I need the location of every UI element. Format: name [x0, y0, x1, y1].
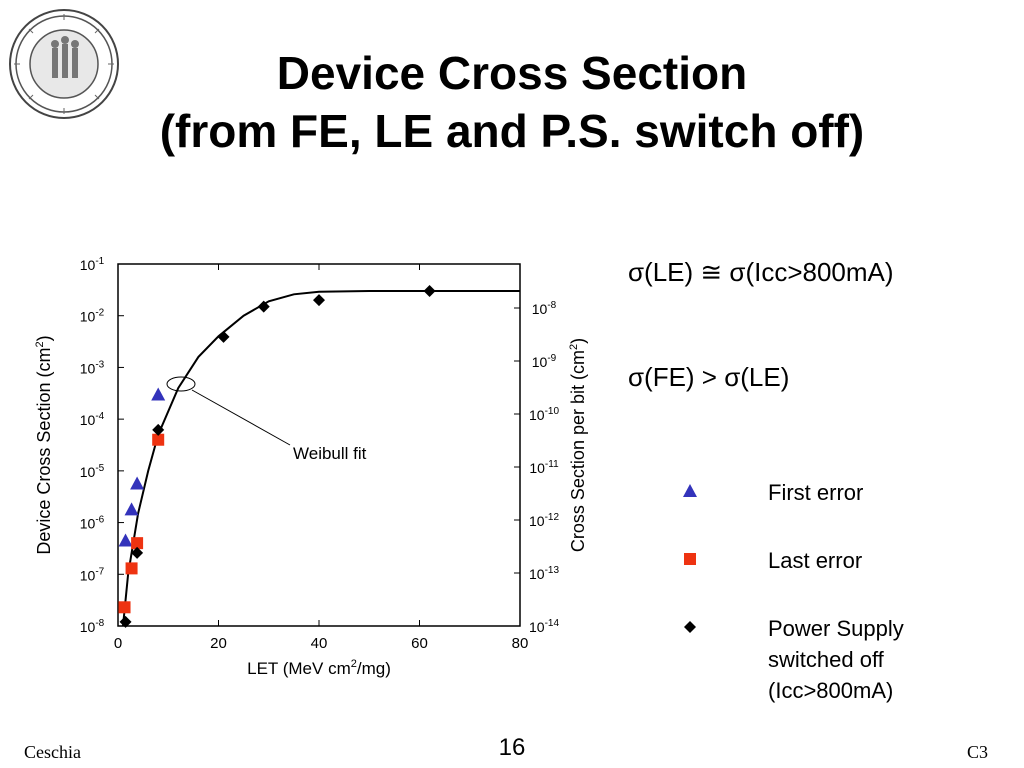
slide-title: Device Cross Section (from FE, LE and P.…	[0, 44, 1024, 160]
x-tick-label: 20	[210, 635, 227, 652]
power-supply-off-point	[131, 546, 144, 559]
fit-annotation-leader	[191, 389, 291, 446]
y-tick-label: 10-8	[80, 618, 105, 635]
y-axis-label-left: Device Cross Section (cm2)	[34, 335, 54, 554]
equation-le: σ(LE) ≅ σ(Icc>800mA)	[628, 257, 894, 287]
diamond-marker-icon	[684, 621, 696, 633]
last-error-point	[125, 562, 138, 575]
y-right-tick-label: 10-10	[529, 406, 559, 423]
triangle-marker-icon	[683, 484, 697, 497]
y-tick-label: 10-7	[80, 566, 105, 583]
fit-annotation-ellipse	[166, 376, 196, 392]
x-axis-label: LET (MeV cm2/mg)	[247, 658, 391, 678]
last-error-point	[131, 537, 144, 550]
footer-page-number: 16	[498, 734, 526, 761]
power-supply-off-point	[423, 285, 436, 298]
square-marker-icon	[684, 553, 696, 565]
y-tick-label: 10-3	[80, 359, 105, 376]
legend-label: Last error	[768, 548, 863, 573]
y-right-tick-label: 10-13	[529, 565, 559, 582]
first-error-point	[130, 476, 145, 490]
y-right-tick-label: 10-12	[529, 512, 559, 529]
weibull-fit-curve	[122, 290, 520, 627]
last-error-point	[118, 601, 131, 614]
y-right-tick-label: 10-8	[532, 300, 557, 317]
first-error-point	[118, 533, 133, 547]
y-right-tick-label: 10-11	[529, 459, 559, 476]
power-supply-off-point	[217, 330, 230, 343]
y-tick-label: 10-5	[80, 463, 105, 480]
first-error-point	[151, 387, 166, 401]
y-tick-label: 10-4	[80, 411, 105, 428]
x-tick-label: 0	[114, 635, 122, 652]
legend-label: First error	[768, 480, 864, 505]
university-seal-logo	[9, 9, 119, 119]
y-right-tick-label: 10-14	[529, 618, 559, 635]
last-error-point	[152, 433, 165, 446]
equation-fe: σ(FE) > σ(LE)	[628, 362, 790, 392]
power-supply-off-point	[313, 294, 325, 307]
x-tick-label: 80	[512, 635, 529, 652]
power-supply-off-point	[119, 615, 132, 628]
legend-label: Power Supply switched off (Icc>800mA)	[768, 616, 904, 703]
y-tick-label: 10-1	[80, 256, 105, 273]
x-tick-label: 60	[411, 635, 428, 652]
footer-author: Ceschia	[24, 742, 81, 762]
title-line-1: Device Cross Section	[276, 47, 748, 99]
first-error-point	[124, 502, 139, 516]
y-axis-label-right: Cross Section per bit (cm2)	[568, 338, 588, 552]
y-tick-label: 10-2	[80, 308, 105, 325]
cross-section-chart: 0 20 40 60 80 10-1 10-2 10-3 10-4 10-5 10-6 10-7 10-…	[34, 256, 588, 678]
x-tick-label: 40	[311, 635, 328, 652]
footer-section-code: C3	[966, 742, 988, 762]
y-right-tick-label: 10-9	[532, 353, 557, 370]
power-supply-off-point	[257, 300, 270, 313]
power-supply-off-point	[152, 423, 165, 436]
title-line-2: (from FE, LE and P.S. switch off)	[159, 105, 865, 157]
y-tick-label: 10-6	[80, 515, 105, 532]
fit-annotation-label: Weibull fit	[293, 444, 367, 463]
